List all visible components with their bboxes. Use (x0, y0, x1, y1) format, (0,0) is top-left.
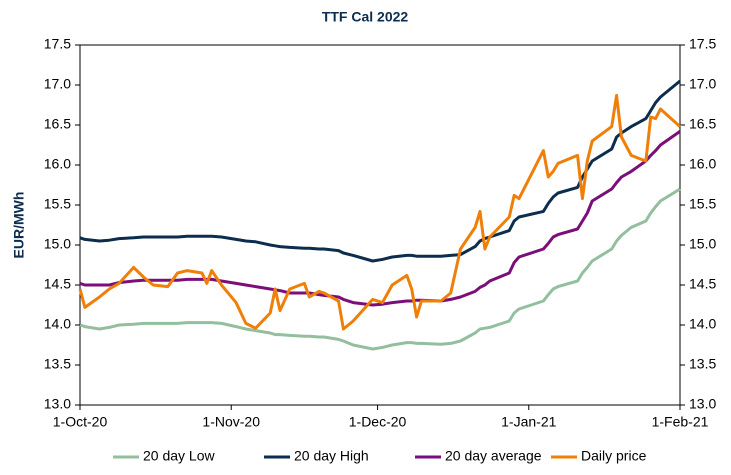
y-tick-label: 13.0 (44, 396, 71, 412)
y-tick-label: 17.0 (44, 76, 71, 92)
legend-label: 20 day Low (143, 448, 215, 464)
y-tick-label: 16.5 (44, 116, 71, 132)
y2-tick-label: 15.0 (689, 236, 716, 252)
legend-label: Daily price (581, 448, 647, 464)
y2-tick-label: 14.0 (689, 316, 716, 332)
y-tick-label: 14.0 (44, 316, 71, 332)
x-tick-label: 1-Oct-20 (53, 414, 108, 430)
y2-tick-label: 13.5 (689, 356, 716, 372)
y2-tick-label: 17.0 (689, 76, 716, 92)
series-line (79, 187, 681, 351)
chart-title: TTF Cal 2022 (322, 9, 409, 25)
y-axis-title: EUR/MWh (11, 192, 27, 259)
y-tick-label: 17.5 (44, 36, 71, 52)
y2-tick-label: 17.5 (689, 36, 716, 52)
x-tick-label: 1-Nov-20 (202, 414, 260, 430)
y-tick-label: 16.0 (44, 156, 71, 172)
y2-tick-label: 16.0 (689, 156, 716, 172)
x-tick-label: 1-Feb-21 (652, 414, 709, 430)
y-tick-label: 15.0 (44, 236, 71, 252)
legend-label: 20 day average (445, 448, 542, 464)
y2-tick-label: 14.5 (689, 276, 716, 292)
legend-label: 20 day High (294, 448, 369, 464)
y2-tick-label: 16.5 (689, 116, 716, 132)
series-line (78, 93, 682, 331)
y-tick-label: 14.5 (44, 276, 71, 292)
x-tick-label: 1-Dec-20 (349, 414, 407, 430)
y2-tick-label: 13.0 (689, 396, 716, 412)
x-tick-label: 1-Jan-21 (501, 414, 556, 430)
y-tick-label: 13.5 (44, 356, 71, 372)
plot-frame (79, 44, 681, 406)
y2-tick-label: 15.5 (689, 196, 716, 212)
series-line (79, 130, 681, 307)
y-tick-label: 15.5 (44, 196, 71, 212)
